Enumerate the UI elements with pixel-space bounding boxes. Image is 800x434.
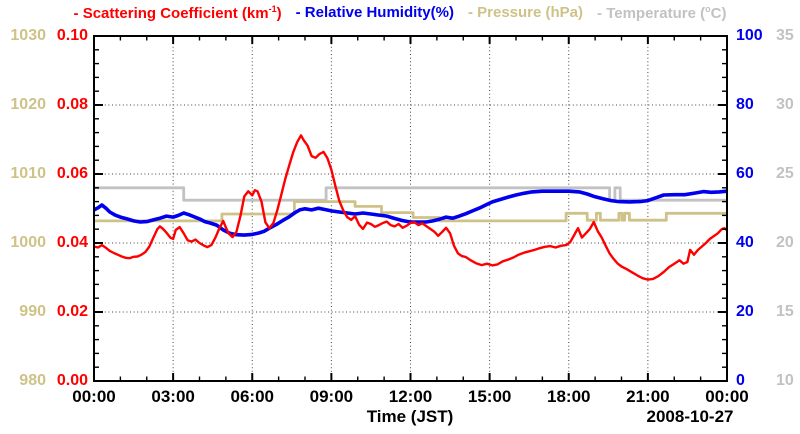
y-tick-pressure: 1020 xyxy=(10,96,46,113)
legend-item: - Pressure (hPa) xyxy=(468,4,583,22)
x-tick-label: 18:00 xyxy=(547,387,591,406)
y-tick-scattering: 0.02 xyxy=(56,303,88,320)
series-temperature xyxy=(94,186,727,202)
y-tick-temperature: 10 xyxy=(776,372,794,389)
y-tick-humidity: 0 xyxy=(736,372,745,389)
y-tick-humidity: 60 xyxy=(736,165,754,182)
legend-item: - Scattering Coefficient (km-1) xyxy=(74,4,282,22)
series-pressure xyxy=(94,200,727,223)
legend-label-sup: o xyxy=(705,4,711,14)
x-axis-date: 2008-10-27 xyxy=(646,407,734,426)
y-tick-humidity: 100 xyxy=(736,27,763,44)
legend-dash-icon: - xyxy=(597,5,607,22)
y-tick-scattering: 0.00 xyxy=(56,372,88,389)
y-tick-temperature: 20 xyxy=(776,234,794,251)
x-tick-label: 12:00 xyxy=(388,387,433,406)
y-tick-scattering: 0.08 xyxy=(56,96,88,113)
legend-label-sup: -1 xyxy=(268,4,277,14)
legend-label: Temperature ( xyxy=(606,5,706,22)
y-tick-scattering: 0.06 xyxy=(56,165,88,182)
y-tick-scattering: 0.10 xyxy=(56,27,88,44)
y-tick-temperature: 35 xyxy=(776,27,794,44)
legend-dash-icon: - xyxy=(467,4,478,21)
legend-label-post: C) xyxy=(710,5,727,22)
legend-dash-icon: - xyxy=(295,4,305,21)
legend-item: - Temperature (oC) xyxy=(597,4,726,22)
x-tick-label: 00:00 xyxy=(72,387,116,406)
y-tick-pressure: 1010 xyxy=(10,165,46,182)
x-tick-label: 03:00 xyxy=(151,387,195,406)
y-tick-pressure: 980 xyxy=(19,372,46,389)
series-humidity xyxy=(93,189,728,237)
y-tick-temperature: 15 xyxy=(776,303,794,320)
legend-item: - Relative Humidity(%) xyxy=(296,4,454,22)
legend-dash-icon: - xyxy=(73,5,83,22)
chart-legend: - Scattering Coefficient (km-1) - Relativ… xyxy=(0,4,800,22)
legend-label: Relative Humidity(%) xyxy=(304,4,454,21)
x-tick-label: 00:00 xyxy=(705,387,749,406)
x-tick-label: 09:00 xyxy=(309,387,354,406)
y-tick-temperature: 30 xyxy=(776,96,794,113)
legend-label: Scattering Coefficient (km xyxy=(82,5,269,22)
y-tick-humidity: 80 xyxy=(736,96,754,113)
y-tick-pressure: 1000 xyxy=(10,234,46,251)
y-tick-humidity: 20 xyxy=(736,303,754,320)
plot-frame xyxy=(93,35,728,382)
x-tick-label: 15:00 xyxy=(467,387,512,406)
y-tick-humidity: 40 xyxy=(736,234,754,251)
y-tick-pressure: 1030 xyxy=(10,27,46,44)
x-tick-label: 06:00 xyxy=(230,387,274,406)
x-axis-title: Time (JST) xyxy=(366,407,454,426)
legend-label-post: ) xyxy=(276,5,282,22)
x-tick-label: 21:00 xyxy=(626,387,670,406)
series-scattering xyxy=(93,134,728,281)
y-tick-pressure: 990 xyxy=(19,303,46,320)
y-tick-scattering: 0.04 xyxy=(56,234,88,251)
y-tick-temperature: 25 xyxy=(776,165,794,182)
legend-label: Pressure (hPa) xyxy=(477,4,584,21)
